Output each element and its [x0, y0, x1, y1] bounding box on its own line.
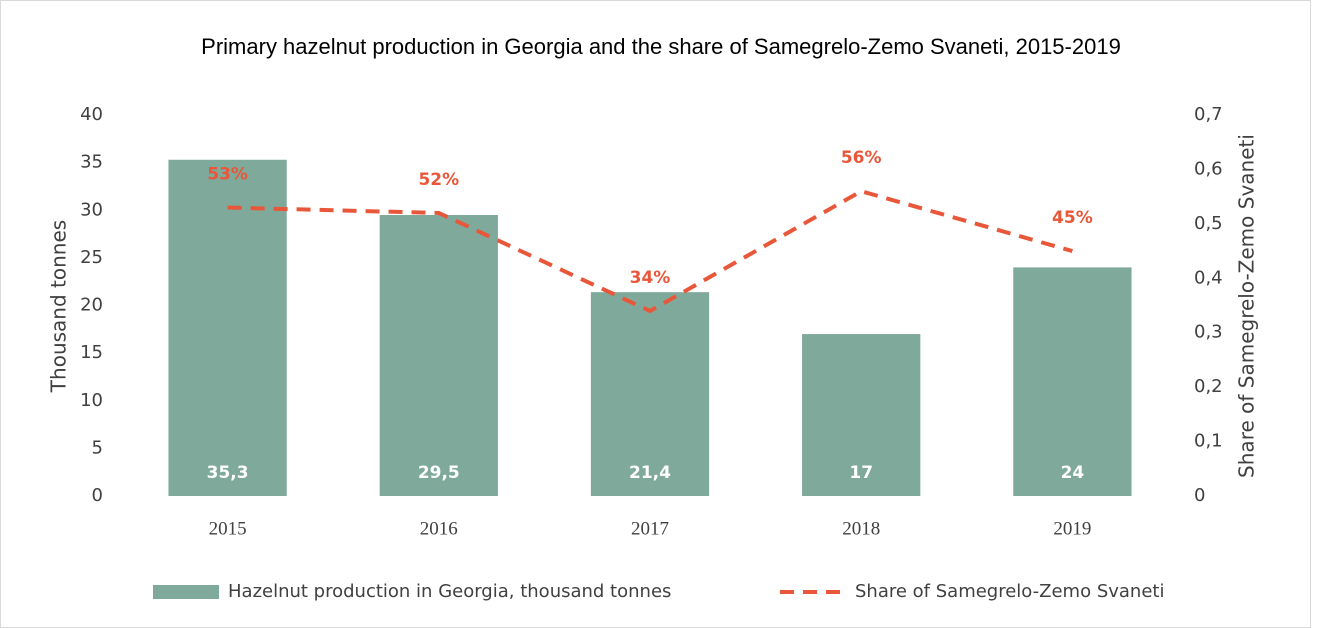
line-value-label: 45%	[1052, 208, 1093, 228]
bar	[590, 292, 710, 496]
y2-tick-label: 0,2	[1194, 376, 1223, 397]
y-tick-label: 5	[92, 437, 103, 458]
y-tick-label: 20	[80, 295, 103, 316]
bar-value-label: 35,3	[207, 463, 249, 483]
legend-label: Hazelnut production in Georgia, thousand…	[228, 581, 671, 602]
legend-swatch	[153, 585, 219, 599]
y2-tick-label: 0	[1194, 485, 1205, 506]
bar-value-label: 29,5	[418, 463, 460, 483]
line-value-label: 56%	[841, 148, 882, 168]
y2-axis-label: Share of Samegrelo-Zemo Svaneti	[1235, 134, 1259, 478]
y2-tick-label: 0,3	[1194, 322, 1223, 343]
line-value-label: 53%	[207, 165, 248, 185]
x-tick-label: 2015	[209, 518, 247, 539]
y-tick-label: 40	[80, 104, 103, 125]
x-tick-label: 2017	[631, 518, 669, 539]
bar	[802, 334, 921, 496]
y2-tick-label: 0,5	[1194, 213, 1223, 234]
x-tick-label: 2016	[420, 518, 458, 539]
bar	[379, 215, 498, 496]
bar-value-label: 21,4	[629, 463, 671, 483]
y-tick-label: 30	[80, 199, 103, 220]
y2-tick-label: 0,7	[1194, 104, 1223, 125]
y-tick-label: 15	[80, 342, 103, 363]
chart-title: Primary hazelnut production in Georgia a…	[201, 34, 1121, 59]
y2-tick-label: 0,4	[1194, 267, 1223, 288]
x-tick-label: 2018	[842, 518, 880, 539]
line	[227, 189, 1073, 314]
bar	[168, 159, 287, 496]
bar-value-label: 17	[849, 463, 873, 483]
legend-label: Share of Samegrelo-Zemo Svaneti	[855, 581, 1164, 602]
y2-tick-label: 0,1	[1194, 431, 1223, 452]
y-tick-label: 35	[80, 152, 103, 173]
y-axis-label: Thousand tonnes	[47, 220, 71, 393]
y-tick-label: 0	[92, 485, 103, 506]
x-tick-label: 2019	[1053, 518, 1091, 539]
bar-value-label: 24	[1061, 463, 1085, 483]
y2-tick-label: 0,6	[1194, 158, 1223, 179]
line-value-label: 34%	[630, 268, 671, 288]
line-value-label: 52%	[418, 170, 459, 190]
y-tick-label: 10	[80, 390, 103, 411]
y-tick-label: 25	[80, 247, 103, 268]
bar	[1013, 267, 1132, 496]
